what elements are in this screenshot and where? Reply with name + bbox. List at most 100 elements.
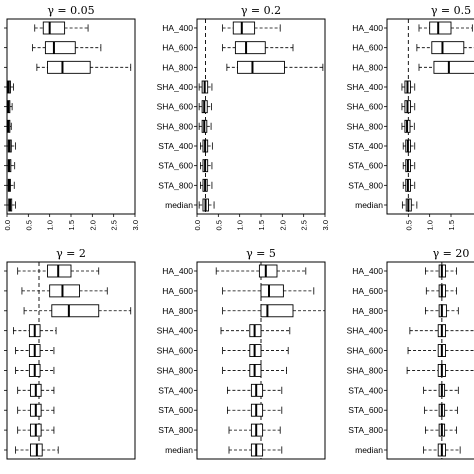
category-label: SHA_400: [347, 326, 384, 336]
iqr-box: [49, 284, 80, 298]
panel-1: γ = 0.05 0.0 0.5 1.0 1.5 2.0 2.5 3.0: [3, 4, 140, 230]
box-sta-800: [424, 423, 457, 437]
category-label: SHA_800: [347, 365, 384, 375]
category-label: HA_400: [352, 23, 383, 33]
box-sha-800: [222, 363, 288, 377]
category-label: HA_800: [352, 306, 383, 316]
x-tick-label: 2.0: [88, 220, 97, 230]
box-sta-800: [17, 423, 55, 437]
box-ha-400: [418, 21, 473, 35]
category-label: HA_600: [352, 286, 383, 296]
x-tick-label: 0.5: [214, 220, 223, 230]
category-label: median: [355, 445, 383, 455]
iqr-box: [260, 284, 284, 298]
category-label: SHA_600: [347, 102, 384, 112]
box-sha-400: [198, 80, 213, 94]
panel-title: γ = 5: [246, 247, 276, 260]
category-label: SHA_400: [157, 82, 194, 92]
box-ha-400: [17, 264, 100, 278]
panel-title: γ = 2: [56, 247, 86, 260]
box-sta-600: [402, 159, 416, 173]
plot-frame: [386, 261, 474, 460]
iqr-box: [429, 21, 452, 35]
category-label: STA_400: [158, 385, 193, 395]
data-layer: [406, 262, 474, 459]
panel-4: γ = 2: [4, 247, 136, 460]
box-median: [423, 443, 461, 457]
category-label: STA_400: [348, 141, 383, 151]
category-label: HA_600: [352, 43, 383, 53]
box-sta-600: [7, 159, 16, 173]
box-sha-800: [198, 119, 212, 133]
box-median: [7, 198, 16, 212]
x-tick-label: 1.0: [236, 220, 245, 230]
panel-title: γ = 0.5: [431, 4, 471, 17]
box-ha-800: [23, 304, 132, 318]
box-ha-400: [222, 21, 281, 35]
box-ha-600: [222, 284, 315, 298]
box-median: [15, 443, 59, 457]
box-sta-800: [200, 178, 213, 192]
panel-title: γ = 0.05: [47, 4, 94, 17]
data-layer: [7, 19, 132, 214]
box-sha-400: [220, 324, 291, 338]
category-label: SHA_600: [157, 102, 194, 112]
iqr-box: [260, 304, 294, 318]
x-tick-label: 2.5: [300, 220, 309, 230]
box-ha-800: [418, 60, 474, 74]
x-tick-label: 2.0: [278, 220, 287, 230]
x-tick-label: 0.0: [193, 220, 202, 230]
x-tick-label: 3.0: [321, 220, 330, 230]
category-label: HA_400: [162, 23, 193, 33]
category-label: STA_600: [348, 161, 383, 171]
box-sta-600: [226, 403, 283, 417]
category-label: HA_800: [162, 306, 193, 316]
box-sha-800: [15, 363, 55, 377]
iqr-box: [258, 264, 278, 278]
category-label: median: [165, 445, 193, 455]
box-sha-400: [409, 324, 474, 338]
x-tick-label: 3.0: [131, 220, 140, 230]
box-ha-400: [34, 21, 89, 35]
iqr-box: [237, 60, 285, 74]
box-ha-400: [424, 264, 457, 278]
panel-title: γ = 0.2: [241, 4, 281, 17]
box-sta-400: [226, 383, 283, 397]
category-label: HA_600: [162, 43, 193, 53]
box-sha-600: [222, 344, 289, 358]
box-sha-400: [12, 324, 57, 338]
iqr-box: [47, 264, 72, 278]
box-median: [401, 198, 418, 212]
box-ha-800: [36, 60, 132, 74]
category-label: SHA_400: [347, 82, 384, 92]
box-ha-600: [425, 284, 457, 298]
box-sha-800: [401, 119, 415, 133]
box-ha-600: [32, 41, 102, 55]
box-sta-400: [402, 139, 416, 153]
category-label: HA_400: [352, 266, 383, 276]
box-sta-800: [7, 178, 15, 192]
box-sta-600: [17, 403, 55, 417]
category-label: STA_400: [158, 141, 193, 151]
category-label: STA_800: [348, 425, 383, 435]
category-label: SHA_800: [347, 121, 384, 131]
panel-6: γ = 20 HA_400 HA_600 HA_800 SHA_400 SHA_600 SH…: [347, 247, 474, 460]
box-sha-400: [401, 80, 416, 94]
box-median: [198, 198, 215, 212]
category-label: HA_800: [162, 62, 193, 72]
box-sta-800: [228, 423, 281, 437]
x-tick-label: 0.5: [404, 220, 413, 230]
box-ha-600: [416, 41, 474, 55]
panel-3: γ = 0.5 HA_400 HA_600 HA_800 SHA_400 SHA_600 S…: [347, 4, 474, 230]
x-tick-label: 1.5: [447, 220, 456, 230]
box-sha-400: [7, 80, 14, 94]
x-tick-label: 1.5: [257, 220, 266, 230]
category-label: STA_600: [348, 405, 383, 415]
category-label: median: [355, 200, 383, 210]
box-sha-600: [401, 100, 416, 114]
category-label: STA_800: [348, 180, 383, 190]
data-layer: [401, 19, 474, 214]
category-label: HA_800: [352, 62, 383, 72]
box-sta-400: [7, 139, 16, 153]
x-tick-label: 1.5: [67, 220, 76, 230]
